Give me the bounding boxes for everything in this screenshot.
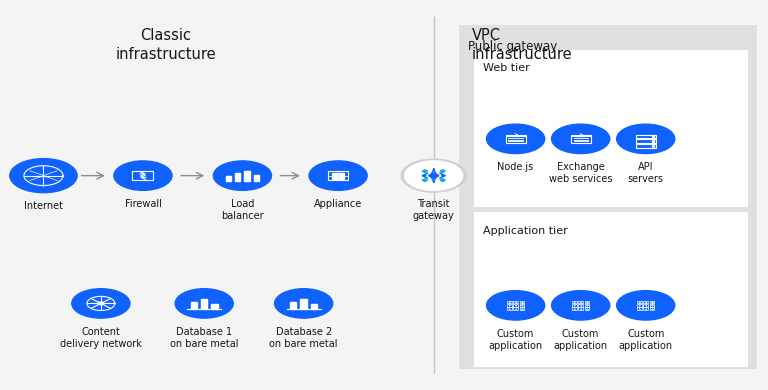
Text: Classic
infrastructure: Classic infrastructure	[116, 28, 217, 62]
Text: Appliance: Appliance	[314, 199, 362, 209]
Text: Internet: Internet	[24, 201, 63, 211]
Bar	[290, 302, 296, 309]
Circle shape	[275, 289, 333, 318]
Text: Load
balancer: Load balancer	[221, 199, 263, 221]
Text: Custom
application: Custom application	[554, 329, 607, 351]
Text: VPC
infrastructure: VPC infrastructure	[472, 28, 573, 62]
Text: Exchange
web services: Exchange web services	[549, 162, 612, 184]
Circle shape	[551, 291, 610, 320]
Text: Web tier: Web tier	[484, 63, 530, 73]
FancyBboxPatch shape	[475, 50, 748, 207]
Bar	[339, 176, 344, 179]
Text: Firewall: Firewall	[124, 199, 161, 209]
Text: Database 2
on bare metal: Database 2 on bare metal	[270, 327, 338, 349]
Text: Database 1
on bare metal: Database 1 on bare metal	[170, 327, 238, 349]
Bar	[339, 173, 344, 175]
Circle shape	[175, 289, 233, 318]
Bar	[226, 176, 231, 181]
Text: Custom
application: Custom application	[619, 329, 673, 351]
Bar	[332, 176, 337, 179]
Bar	[235, 173, 240, 181]
Text: Content
delivery network: Content delivery network	[60, 327, 142, 349]
Bar	[300, 299, 307, 309]
Text: Application tier: Application tier	[484, 226, 568, 236]
Circle shape	[309, 161, 367, 190]
Circle shape	[487, 291, 545, 320]
Text: Node.js: Node.js	[498, 162, 534, 172]
Circle shape	[617, 124, 675, 154]
Bar	[429, 173, 439, 178]
Text: Custom
application: Custom application	[488, 329, 543, 351]
Circle shape	[617, 291, 675, 320]
Circle shape	[71, 289, 130, 318]
Circle shape	[214, 161, 272, 190]
Bar	[332, 173, 337, 175]
Bar	[253, 175, 259, 181]
Bar	[244, 171, 250, 181]
Bar	[311, 304, 317, 309]
FancyBboxPatch shape	[459, 25, 757, 369]
Bar	[201, 299, 207, 309]
Circle shape	[405, 161, 463, 190]
Circle shape	[401, 159, 466, 192]
Bar	[190, 302, 197, 309]
Text: API
servers: API servers	[627, 162, 664, 184]
Circle shape	[551, 124, 610, 154]
Circle shape	[114, 161, 172, 190]
Circle shape	[10, 159, 77, 193]
Text: Transit
gateway: Transit gateway	[413, 199, 455, 221]
Text: Public gateway: Public gateway	[468, 40, 558, 53]
FancyBboxPatch shape	[475, 213, 748, 367]
Circle shape	[487, 124, 545, 154]
Bar	[211, 304, 218, 309]
